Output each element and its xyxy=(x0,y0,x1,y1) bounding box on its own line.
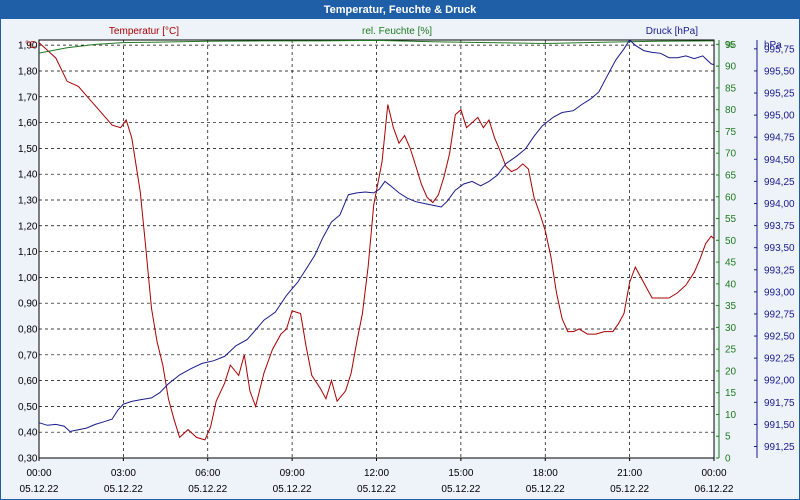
pressure-tick-label: 995,00 xyxy=(764,111,795,122)
humidity-tick-label: 25 xyxy=(725,345,737,356)
humidity-tick-label: 65 xyxy=(725,170,737,181)
humidity-tick-label: 5 xyxy=(725,432,731,443)
pressure-tick-label: 991,25 xyxy=(764,442,795,453)
pressure-tick-label: 995,50 xyxy=(764,66,795,77)
x-tick-date: 05.12.22 xyxy=(20,484,59,495)
grid-lines xyxy=(38,40,758,461)
window-title: Temperatur, Feuchte & Druck xyxy=(1,1,799,19)
humidity-tick-label: 10 xyxy=(725,410,737,421)
x-tick-date: 05.12.22 xyxy=(526,484,565,495)
x-tick-date: 05.12.22 xyxy=(441,484,480,495)
humidity-tick-label: 40 xyxy=(725,279,737,290)
x-tick-date: 05.12.22 xyxy=(610,484,649,495)
humidity-tick-label: 30 xyxy=(725,323,737,334)
humidity-tick-label: 0 xyxy=(725,454,731,465)
humidity-tick-label: 85 xyxy=(725,83,737,94)
legend: Temperatur [°C] rel. Feuchte [%] Druck [hP… xyxy=(109,26,698,37)
humidity-tick-label: 55 xyxy=(725,214,737,225)
x-tick-time: 18:00 xyxy=(533,468,558,479)
pressure-tick-label: 993,75 xyxy=(764,221,795,232)
humidity-tick-label: 35 xyxy=(725,301,737,312)
pressure-tick-label: 991,50 xyxy=(764,420,795,431)
pressure-tick-label: 993,00 xyxy=(764,287,795,298)
temp-tick-label: 0,50 xyxy=(18,402,38,413)
x-tick-date: 05.12.22 xyxy=(188,484,227,495)
temp-tick-label: 1,20 xyxy=(18,221,38,232)
x-tick-time: 15:00 xyxy=(448,468,473,479)
temp-tick-label: 1,70 xyxy=(18,92,38,103)
x-tick-time: 09:00 xyxy=(280,468,305,479)
x-tick-date: 06.12.22 xyxy=(695,484,734,495)
humidity-tick-label: 45 xyxy=(725,258,737,269)
temp-tick-label: 1,90 xyxy=(18,41,38,52)
x-tick-time: 03:00 xyxy=(111,468,136,479)
x-tick-time: 12:00 xyxy=(364,468,389,479)
temp-tick-label: 0,80 xyxy=(18,324,38,335)
pressure-tick-label: 995,25 xyxy=(764,89,795,100)
temp-unit-label: °C xyxy=(25,40,36,51)
pressure-tick-label: 993,50 xyxy=(764,243,795,254)
x-tick-time: 06:00 xyxy=(195,468,220,479)
temp-tick-label: 1,50 xyxy=(18,144,38,155)
pressure-tick-label: 992,25 xyxy=(764,354,795,365)
pressure-tick-label: 992,00 xyxy=(764,376,795,387)
temp-tick-label: 1,00 xyxy=(18,273,38,284)
temp-tick-label: 1,60 xyxy=(18,118,38,129)
humidity-tick-label: 20 xyxy=(725,366,737,377)
temp-tick-label: 0,40 xyxy=(18,428,38,439)
x-tick-date: 05.12.22 xyxy=(273,484,312,495)
legend-pressure: Druck [hPa] xyxy=(646,26,698,37)
humidity-tick-label: 90 xyxy=(725,62,737,73)
x-tick-date: 05.12.22 xyxy=(357,484,396,495)
humidity-tick-label: 80 xyxy=(725,105,737,116)
temp-tick-label: 1,10 xyxy=(18,247,38,258)
humidity-tick-label: 70 xyxy=(725,149,737,160)
legend-humidity: rel. Feuchte [%] xyxy=(362,26,432,37)
humidity-tick-label: 60 xyxy=(725,192,737,203)
humidity-tick-label: 95 xyxy=(725,40,737,51)
series-line-humidity xyxy=(38,39,715,54)
series-line-temperature xyxy=(38,42,715,441)
pressure-tick-label: 991,75 xyxy=(764,398,795,409)
pressure-tick-label: 994,25 xyxy=(764,177,795,188)
temp-tick-label: 1,30 xyxy=(18,195,38,206)
series-line-pressure xyxy=(38,39,715,433)
temp-tick-label: 0,70 xyxy=(18,350,38,361)
humidity-unit-label: % xyxy=(725,40,734,51)
pressure-tick-label: 994,50 xyxy=(764,155,795,166)
humidity-tick-label: 15 xyxy=(725,388,737,399)
x-tick-time: 00:00 xyxy=(26,468,51,479)
pressure-tick-label: 993,25 xyxy=(764,265,795,276)
temp-tick-label: 1,40 xyxy=(18,170,38,181)
pressure-tick-label: 992,75 xyxy=(764,309,795,320)
temp-tick-label: 0,60 xyxy=(18,376,38,387)
pressure-tick-label: 994,00 xyxy=(764,199,795,210)
humidity-tick-label: 75 xyxy=(725,127,737,138)
series-layer xyxy=(38,39,715,441)
x-tick-date: 05.12.22 xyxy=(104,484,143,495)
x-tick-time: 00:00 xyxy=(701,468,726,479)
tick-labels: 1,90 1,80 1,70 1,60 1,50 1,40 1,30 1,20 1,10 1,00… xyxy=(18,40,795,495)
pressure-unit-label: hPa xyxy=(764,40,782,51)
pressure-tick-label: 992,50 xyxy=(764,332,795,343)
humidity-tick-label: 50 xyxy=(725,236,737,247)
pressure-tick-label: 994,75 xyxy=(764,133,795,144)
x-tick-time: 21:00 xyxy=(617,468,642,479)
temp-tick-label: 1,80 xyxy=(18,66,38,77)
temp-tick-label: 0,90 xyxy=(18,299,38,310)
temp-tick-label: 0,30 xyxy=(18,454,38,465)
pressure-tick-label: 995,75 xyxy=(764,44,795,55)
legend-temperature: Temperatur [°C] xyxy=(109,26,179,37)
